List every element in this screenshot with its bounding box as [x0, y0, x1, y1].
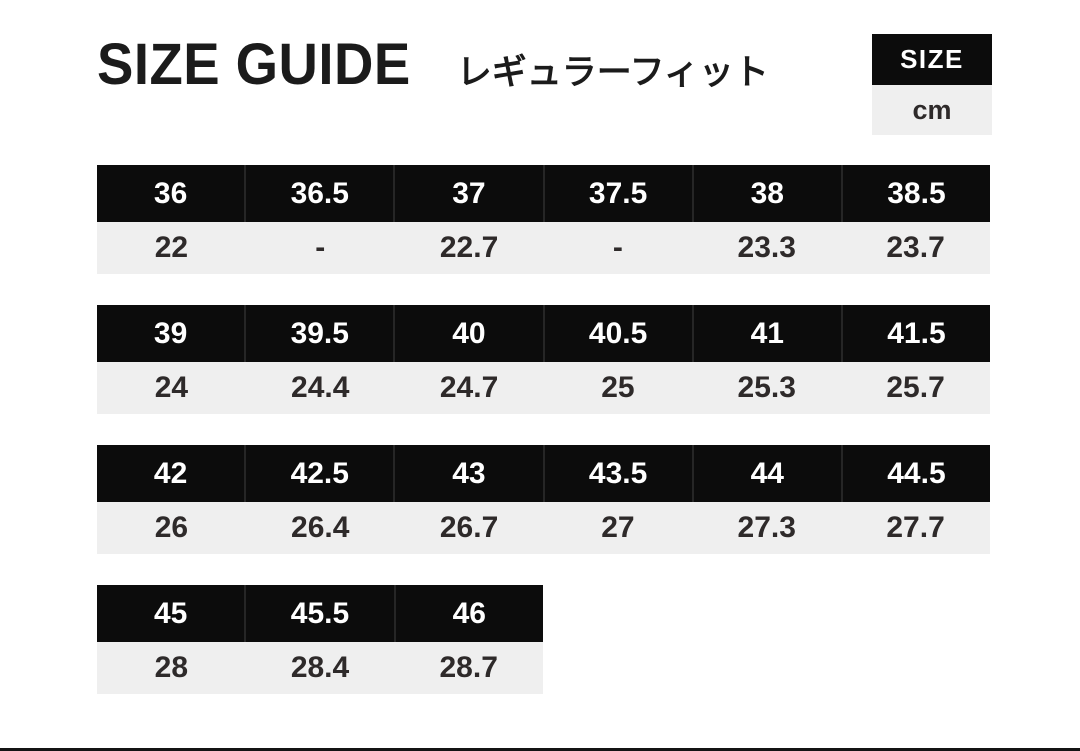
cm-value-cell: 23.3: [737, 231, 796, 264]
size-header-cell: 44: [691, 445, 841, 502]
cm-value-cell: 26.4: [291, 511, 350, 544]
cm-value-row: 24 24.4 24.7 25 25.3 25.7: [97, 362, 990, 414]
cm-value-row: 28 28.4 28.7: [97, 642, 543, 694]
cm-value-cell: 24: [154, 371, 189, 404]
size-header-cell: 44.5: [840, 445, 990, 502]
size-header-cell: 37.5: [542, 165, 692, 222]
cm-value-cell: 27.7: [886, 511, 945, 544]
size-header-cell: 40: [393, 305, 542, 362]
cm-value-cell: 28.7: [439, 651, 498, 684]
cm-value-row: 26 26.4 26.7 27 27.3 27.7: [97, 502, 990, 554]
size-header-cell: 41: [691, 305, 841, 362]
size-table: 42 42.5 43 43.5 44 44.5 26 26.4 26.7 27 27.3 27.7: [97, 445, 990, 554]
cm-value-cell: 26: [154, 511, 189, 544]
size-header-cell: 38: [691, 165, 841, 222]
cm-value-row: 22 - 22.7 - 23.3 23.7: [97, 222, 990, 274]
size-header-cell: 36: [153, 176, 188, 210]
cm-value-cell: 28: [154, 651, 189, 684]
size-header-cell: 42: [153, 456, 188, 490]
size-header-cell: 36.5: [244, 165, 393, 222]
cm-value-cell: 27.3: [737, 511, 796, 544]
size-header-cell: 45: [153, 596, 188, 630]
fit-type-subtitle: レギュラーフィット: [456, 53, 769, 92]
size-tables: 36 36.5 37 37.5 38 38.5 22 - 22.7 - 23.3 23.7 39 39.5…: [97, 165, 990, 694]
size-header-row: 39 39.5 40 40.5 41 41.5: [97, 305, 990, 362]
cm-value-cell: 22: [154, 231, 189, 264]
legend-size-label: SIZE: [872, 34, 992, 85]
cm-value-cell: -: [612, 231, 623, 264]
size-header-cell: 41.5: [840, 305, 990, 362]
size-header-cell: 46: [393, 585, 543, 642]
size-table: 45 45.5 46 28 28.4 28.7: [97, 585, 543, 694]
size-header-row: 36 36.5 37 37.5 38 38.5: [97, 165, 990, 222]
cm-value-cell: 28.4: [290, 651, 350, 684]
size-header-cell: 43: [393, 445, 542, 502]
size-header-row: 45 45.5 46: [97, 585, 543, 642]
cm-value-cell: 25: [601, 371, 635, 404]
cm-value-cell: -: [315, 231, 326, 264]
size-header-cell: 40.5: [542, 305, 692, 362]
cm-value-cell: 26.7: [439, 511, 499, 544]
size-header-row: 42 42.5 43 43.5 44 44.5: [97, 445, 990, 502]
size-header-cell: 37: [393, 165, 542, 222]
size-header-cell: 38.5: [840, 165, 990, 222]
unit-legend: SIZE cm: [872, 34, 992, 135]
size-header-cell: 45.5: [244, 585, 393, 642]
cm-value-cell: 23.7: [886, 231, 945, 264]
page-title: SIZE GUIDE: [97, 32, 411, 97]
cm-value-cell: 25.7: [886, 371, 945, 404]
cm-value-cell: 22.7: [439, 231, 499, 264]
size-header-cell: 42.5: [244, 445, 393, 502]
size-header-cell: 39.5: [244, 305, 393, 362]
size-header-cell: 39: [153, 316, 188, 350]
cm-value-cell: 24.4: [291, 371, 350, 404]
cm-value-cell: 27: [601, 511, 635, 544]
cm-value-cell: 24.7: [439, 371, 499, 404]
bottom-border-line: [0, 748, 1080, 751]
legend-cm-label: cm: [872, 85, 992, 135]
size-header-cell: 43.5: [542, 445, 692, 502]
page-header: SIZE GUIDE レギュラーフィット: [97, 36, 769, 94]
size-table: 39 39.5 40 40.5 41 41.5 24 24.4 24.7 25 25.3 25.7: [97, 305, 990, 414]
cm-value-cell: 25.3: [737, 371, 796, 404]
size-table: 36 36.5 37 37.5 38 38.5 22 - 22.7 - 23.3 23.7: [97, 165, 990, 274]
